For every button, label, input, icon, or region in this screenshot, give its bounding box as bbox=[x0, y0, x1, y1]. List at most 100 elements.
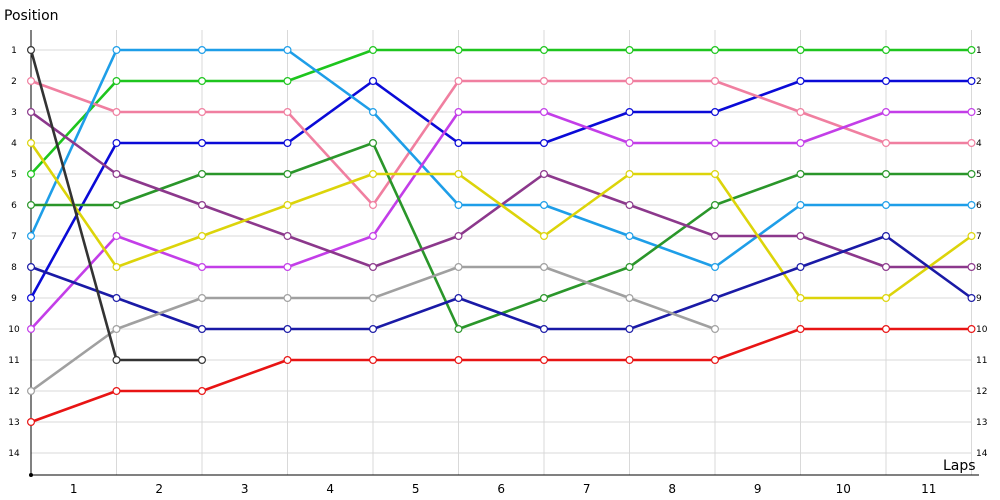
data-point bbox=[881, 170, 890, 179]
data-point bbox=[625, 232, 634, 241]
data-point bbox=[283, 232, 292, 241]
x-tick-label: 9 bbox=[754, 482, 762, 496]
data-point bbox=[112, 201, 121, 210]
data-point bbox=[539, 294, 548, 303]
data-point bbox=[625, 170, 634, 179]
data-point bbox=[112, 232, 121, 241]
x-tick-label: 4 bbox=[326, 482, 334, 496]
y-tick-label: 7 bbox=[11, 232, 17, 242]
data-point bbox=[710, 294, 719, 303]
data-point bbox=[369, 139, 378, 148]
data-point bbox=[625, 325, 634, 334]
x-tick-label: 10 bbox=[836, 482, 851, 496]
data-point bbox=[27, 387, 36, 396]
data-point bbox=[539, 76, 548, 85]
data-point bbox=[112, 294, 121, 303]
data-point bbox=[625, 139, 634, 148]
y-tick-label: 2 bbox=[11, 77, 17, 87]
series-1 bbox=[27, 45, 976, 179]
data-point bbox=[198, 107, 207, 116]
data-point bbox=[369, 76, 378, 85]
y-tick-label: 5 bbox=[11, 170, 17, 180]
data-point bbox=[796, 294, 805, 303]
data-point bbox=[881, 263, 890, 272]
right-tick-label: 7 bbox=[976, 232, 982, 242]
series-8 bbox=[27, 139, 976, 303]
right-tick-label: 8 bbox=[976, 263, 982, 273]
data-point bbox=[27, 294, 36, 303]
series-line bbox=[29, 141, 973, 300]
data-point bbox=[967, 294, 976, 303]
series-line bbox=[29, 110, 973, 269]
x-tick-label: 5 bbox=[412, 482, 420, 496]
data-point bbox=[881, 107, 890, 116]
data-point bbox=[967, 325, 976, 334]
y-tick-label: 4 bbox=[11, 139, 17, 149]
data-point bbox=[796, 232, 805, 241]
right-tick-label: 1 bbox=[976, 46, 982, 56]
data-point bbox=[112, 107, 121, 116]
data-point bbox=[710, 356, 719, 365]
data-point bbox=[369, 201, 378, 210]
data-point bbox=[369, 263, 378, 272]
data-point bbox=[27, 325, 36, 334]
y-tick-label: 13 bbox=[8, 418, 19, 428]
data-point bbox=[112, 325, 121, 334]
data-point bbox=[967, 139, 976, 148]
data-point bbox=[369, 294, 378, 303]
x-tick-label: 7 bbox=[583, 482, 591, 496]
x-axis-title: Laps bbox=[943, 458, 976, 474]
data-point bbox=[796, 263, 805, 272]
y-tick-label: 11 bbox=[8, 356, 19, 366]
data-point bbox=[625, 294, 634, 303]
data-point bbox=[539, 232, 548, 241]
data-point bbox=[27, 418, 36, 427]
grid bbox=[30, 30, 972, 475]
data-point bbox=[796, 201, 805, 210]
y-tick-label: 3 bbox=[11, 108, 17, 118]
data-point bbox=[198, 201, 207, 210]
data-point bbox=[283, 294, 292, 303]
data-point bbox=[198, 170, 207, 179]
data-point bbox=[27, 107, 36, 116]
data-point bbox=[198, 263, 207, 272]
data-point bbox=[283, 76, 292, 85]
right-tick-label: 4 bbox=[976, 139, 982, 149]
data-point bbox=[454, 325, 463, 334]
y-tick-label: 14 bbox=[8, 449, 20, 459]
data-point bbox=[454, 201, 463, 210]
right-tick-label: 2 bbox=[976, 77, 982, 87]
data-point bbox=[283, 325, 292, 334]
data-point bbox=[881, 325, 890, 334]
data-point bbox=[796, 325, 805, 334]
data-point bbox=[881, 76, 890, 85]
data-point bbox=[539, 107, 548, 116]
data-point bbox=[27, 263, 36, 272]
data-point bbox=[710, 263, 719, 272]
axis-origin bbox=[29, 473, 33, 477]
series-line bbox=[29, 234, 973, 331]
data-point bbox=[881, 232, 890, 241]
data-point bbox=[283, 107, 292, 116]
y-axis-title: Position bbox=[4, 8, 59, 24]
data-point bbox=[198, 325, 207, 334]
y-tick-label: 10 bbox=[8, 325, 20, 335]
data-point bbox=[283, 139, 292, 148]
data-point bbox=[198, 387, 207, 396]
series-9 bbox=[27, 232, 976, 334]
data-point bbox=[454, 170, 463, 179]
series-11 bbox=[27, 325, 976, 427]
series-10 bbox=[27, 263, 719, 396]
data-point bbox=[112, 356, 121, 365]
data-point bbox=[881, 45, 890, 54]
data-point bbox=[796, 139, 805, 148]
x-tick-label: 1 bbox=[70, 482, 78, 496]
data-point bbox=[967, 76, 976, 85]
data-point bbox=[369, 107, 378, 116]
series-5 bbox=[27, 107, 976, 334]
data-point bbox=[710, 232, 719, 241]
data-point bbox=[369, 170, 378, 179]
data-point bbox=[454, 232, 463, 241]
